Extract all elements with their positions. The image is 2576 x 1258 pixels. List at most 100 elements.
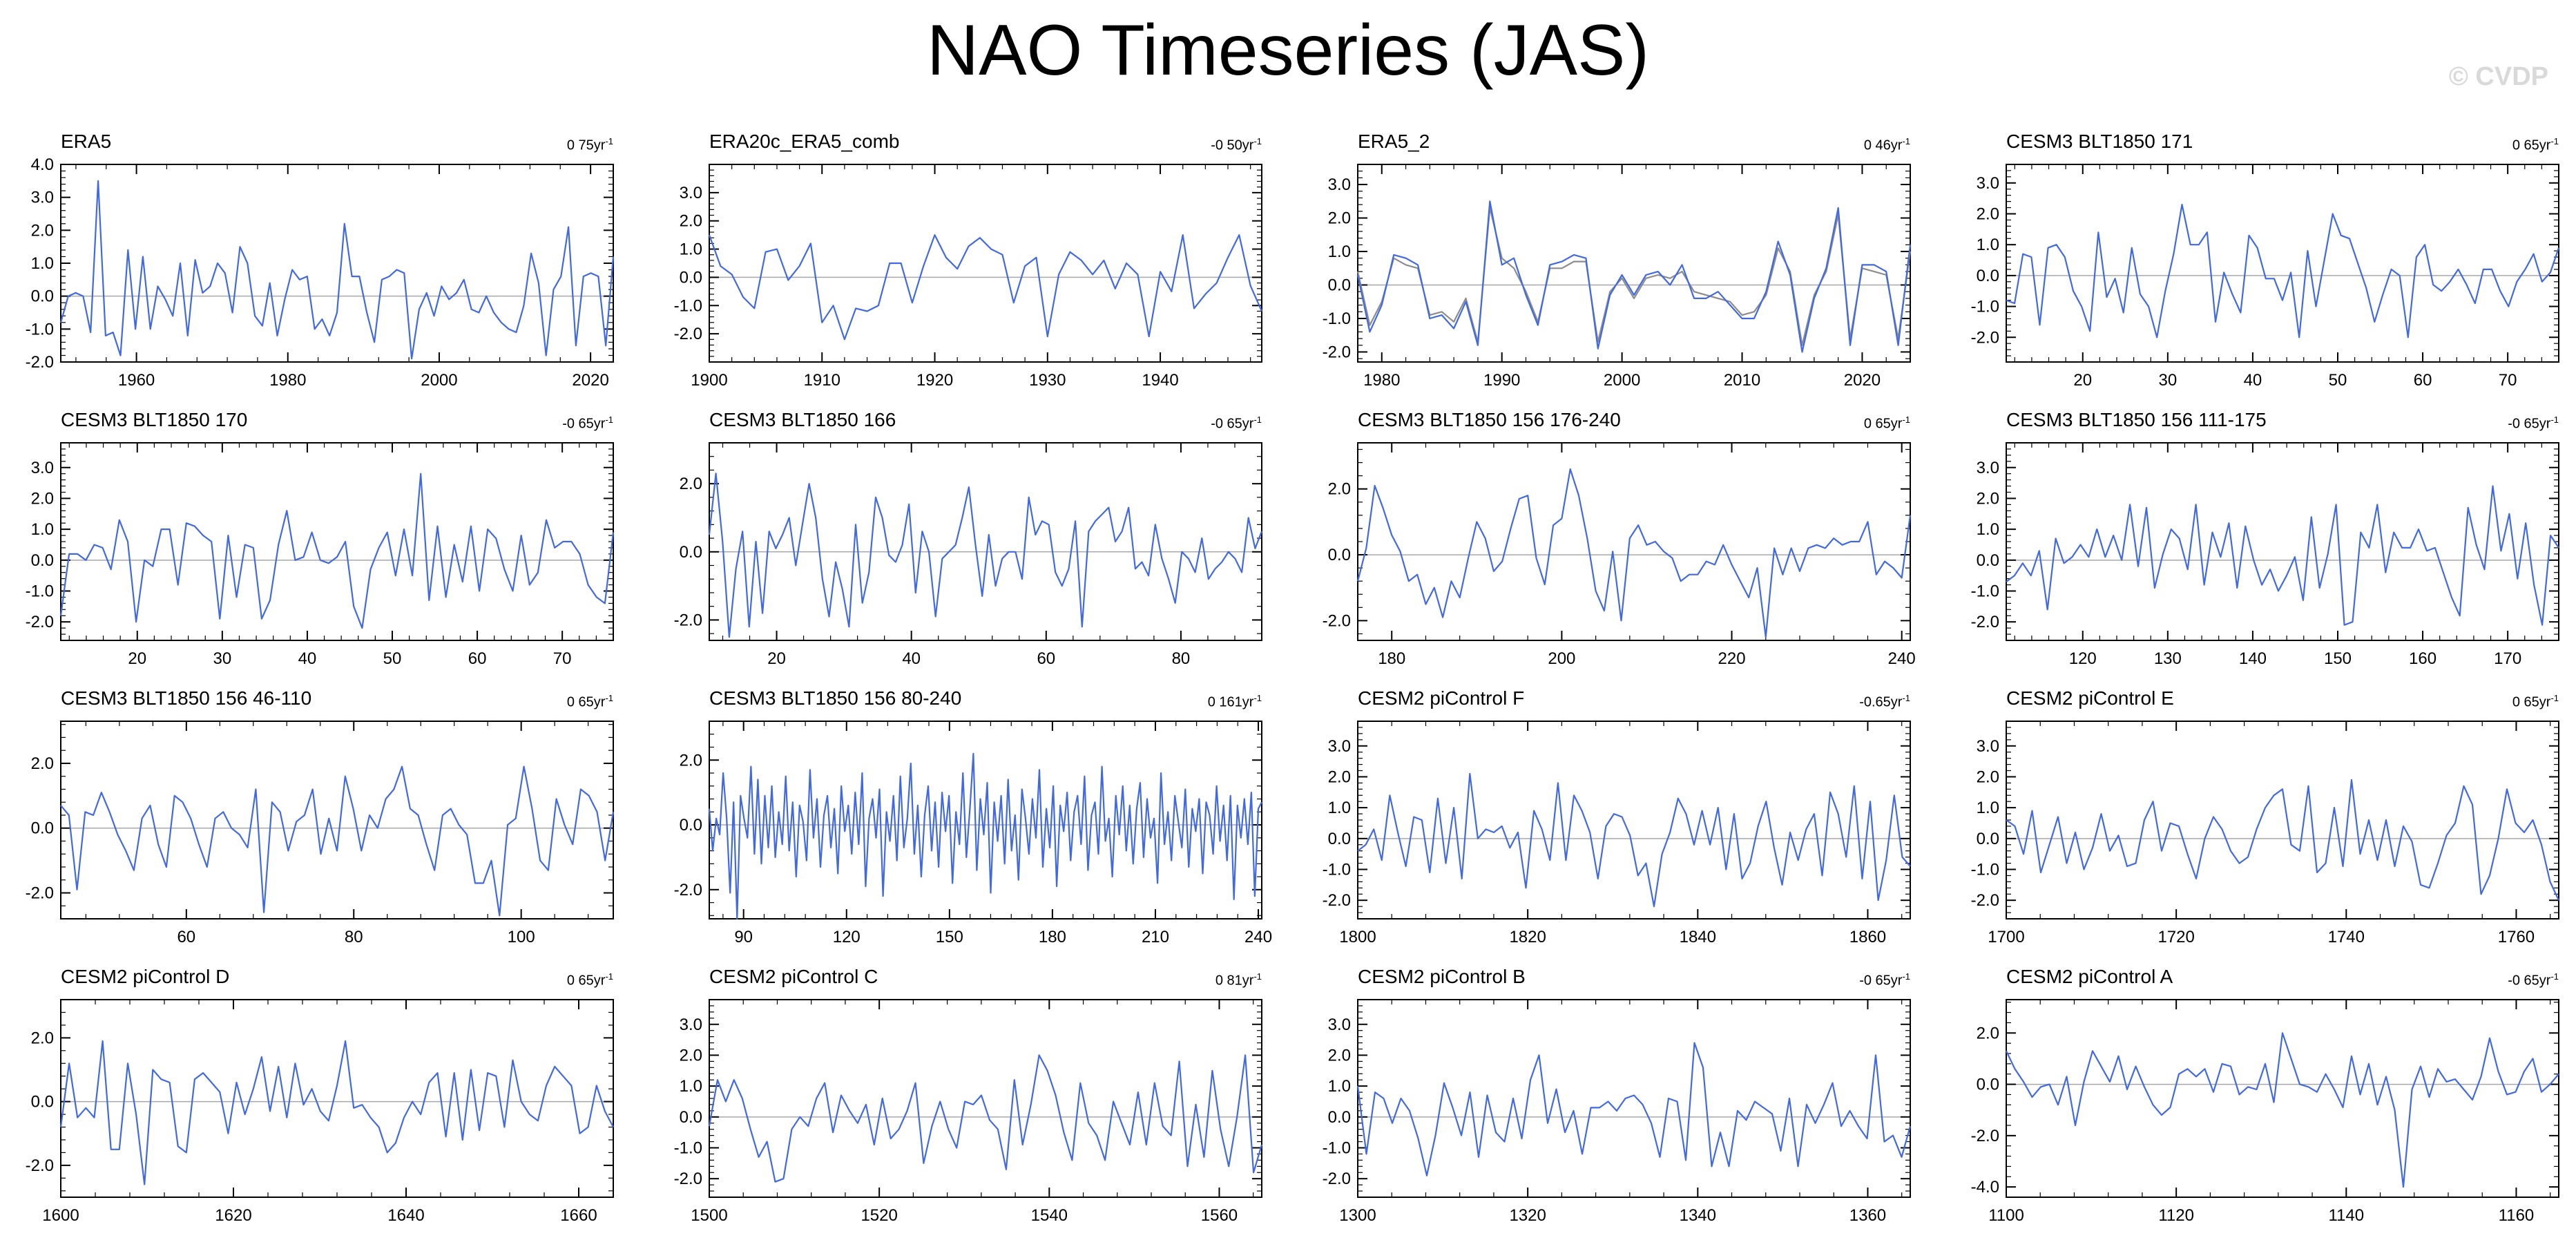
x-tick-label: 1720	[2157, 928, 2194, 946]
panel-trend-label: -0 50yr-1	[1211, 136, 1262, 153]
x-tick-label: 1840	[1680, 928, 1716, 946]
y-tick-label: -2.0	[1971, 328, 1999, 347]
line-chart: -2.0 -1.0 0.0 1.0 2.0 3.0 20 30 40 50 60 70	[1971, 164, 2560, 390]
x-tick-label: 1990	[1483, 371, 1520, 390]
line-chart: -2.0 -1.0 0.0 1.0 2.0 3.0 1700 1720 1740 1760	[1971, 721, 2559, 946]
x-tick-label: 40	[2244, 371, 2262, 390]
chart-panel: CESM3 BLT1850 156 46-110 0 65yr-1 -2.0 0.0 2…	[0, 687, 622, 978]
y-tick-label: 1.0	[1328, 799, 1351, 817]
y-tick-label: 0.0	[1977, 267, 1999, 285]
x-tick-label: 1800	[1339, 928, 1376, 946]
panel-title: CESM2 piControl A	[2006, 966, 2173, 987]
y-tick-label: -2.0	[1971, 891, 1999, 910]
series-line	[2006, 779, 2559, 901]
plot-frame	[2006, 999, 2559, 1198]
panel-title: CESM3 BLT1850 156 111-175	[2006, 409, 2267, 430]
panel-trend-label: -0.65yr-1	[1859, 693, 1910, 710]
y-tick-label: 2.0	[1977, 768, 1999, 786]
panel-title: CESM2 piControl F	[1358, 687, 1525, 709]
x-tick-label: 30	[2158, 371, 2177, 390]
y-tick-label: -2.0	[674, 325, 702, 343]
y-tick-label: 0.0	[1328, 830, 1351, 848]
y-tick-label: -2.0	[26, 1156, 54, 1175]
y-tick-label: 0.0	[680, 816, 702, 835]
x-tick-label: 150	[936, 928, 963, 946]
x-tick-label: 1960	[118, 371, 155, 390]
series-line	[1356, 1042, 1912, 1176]
line-chart: -2.0 -1.0 0.0 1.0 2.0 3.0 1300 1320 1340 1360	[1323, 999, 1912, 1225]
x-tick-label: 1980	[269, 371, 306, 390]
panel-title: CESM2 piControl B	[1358, 966, 1526, 987]
x-tick-label: 1540	[1031, 1206, 1068, 1225]
cvdp-watermark: © CVDP	[2448, 62, 2548, 91]
y-tick-label: 0.0	[1328, 546, 1351, 564]
panel-trend-label: -0 65yr-1	[2508, 414, 2559, 432]
x-tick-label: 1340	[1680, 1206, 1716, 1225]
panel-title: CESM3 BLT1850 156 80-240	[709, 687, 962, 709]
y-tick-label: -1.0	[1323, 1139, 1351, 1158]
x-tick-label: 200	[1548, 649, 1575, 668]
y-tick-label: 2.0	[31, 489, 54, 508]
x-tick-label: 60	[468, 649, 487, 668]
plot-frame	[60, 721, 614, 919]
panel-trend-label: 0 75yr-1	[566, 136, 613, 153]
x-tick-label: 100	[508, 928, 535, 946]
series-line	[2006, 1032, 2559, 1188]
x-tick-label: 1760	[2498, 928, 2535, 946]
panel-title: CESM3 BLT1850 171	[2006, 131, 2193, 152]
x-tick-label: 2020	[1844, 371, 1881, 390]
y-tick-label: 2.0	[680, 751, 702, 770]
y-tick-label: 0.0	[1977, 551, 1999, 570]
y-tick-label: -2.0	[674, 881, 702, 899]
series-line	[59, 180, 615, 360]
y-tick-label: -2.0	[26, 613, 54, 631]
x-tick-label: 1660	[560, 1206, 597, 1225]
y-tick-label: -4.0	[1971, 1178, 1999, 1197]
y-tick-label: 0.0	[31, 819, 54, 838]
series-line	[708, 752, 1262, 920]
plot-frame	[60, 442, 614, 641]
x-tick-label: 50	[383, 649, 402, 668]
x-tick-label: 1940	[1142, 371, 1178, 390]
x-tick-label: 1700	[1988, 928, 2024, 946]
y-tick-label: 0.0	[1328, 276, 1351, 295]
plot-frame	[709, 721, 1262, 919]
y-tick-label: -2.0	[1323, 891, 1351, 910]
y-tick-label: -2.0	[1323, 1170, 1351, 1188]
y-tick-label: 0.0	[1328, 1108, 1351, 1127]
chart-panel: ERA20c_ERA5_comb -0 50yr-1 -2.0 -1.0 0.0 1.0 2…	[648, 131, 1270, 421]
y-tick-label: 3.0	[1977, 459, 1999, 477]
x-tick-label: 1320	[1509, 1206, 1546, 1225]
x-tick-label: 90	[734, 928, 753, 946]
panel-trend-label: 0 161yr-1	[1207, 693, 1262, 710]
series-line	[708, 234, 1263, 341]
y-tick-label: 1.0	[31, 520, 54, 539]
y-tick-label: -1.0	[1323, 861, 1351, 879]
x-tick-label: 30	[213, 649, 231, 668]
y-tick-label: 4.0	[31, 155, 54, 174]
plot-frame	[60, 999, 614, 1198]
y-tick-label: 1.0	[680, 240, 702, 259]
x-tick-label: 1740	[2328, 928, 2365, 946]
x-tick-label: 1500	[691, 1206, 727, 1225]
x-tick-label: 180	[1039, 928, 1066, 946]
plot-frame	[1357, 999, 1911, 1198]
y-tick-label: 0.0	[31, 1093, 54, 1112]
y-tick-label: -2.0	[674, 611, 702, 629]
chart-panel: CESM2 piControl B -0 65yr-1 -2.0 -1.0 0.0 1.0…	[1297, 966, 1919, 1257]
y-tick-label: 1.0	[1328, 1077, 1351, 1096]
y-tick-label: -1.0	[674, 296, 702, 315]
y-tick-label: -1.0	[1971, 298, 1999, 316]
x-tick-label: 2020	[572, 371, 608, 390]
y-tick-label: 1.0	[1977, 520, 1999, 539]
x-tick-label: 1140	[2329, 1206, 2365, 1225]
x-tick-label: 1160	[2499, 1206, 2535, 1225]
x-tick-label: 2000	[421, 371, 457, 390]
chart-panel: CESM3 BLT1850 171 0 65yr-1 -2.0 -1.0 0.0 1.0 2…	[1945, 131, 2567, 421]
line-chart: -4.0 -2.0 0.0 2.0 1100 1120 1140 1160	[1971, 999, 2559, 1225]
y-tick-label: 2.0	[680, 1046, 702, 1065]
x-tick-label: 160	[2409, 649, 2436, 668]
panel-trend-label: 0 65yr-1	[2512, 136, 2559, 153]
series-line	[2006, 203, 2560, 339]
y-tick-label: 0.0	[31, 551, 54, 570]
